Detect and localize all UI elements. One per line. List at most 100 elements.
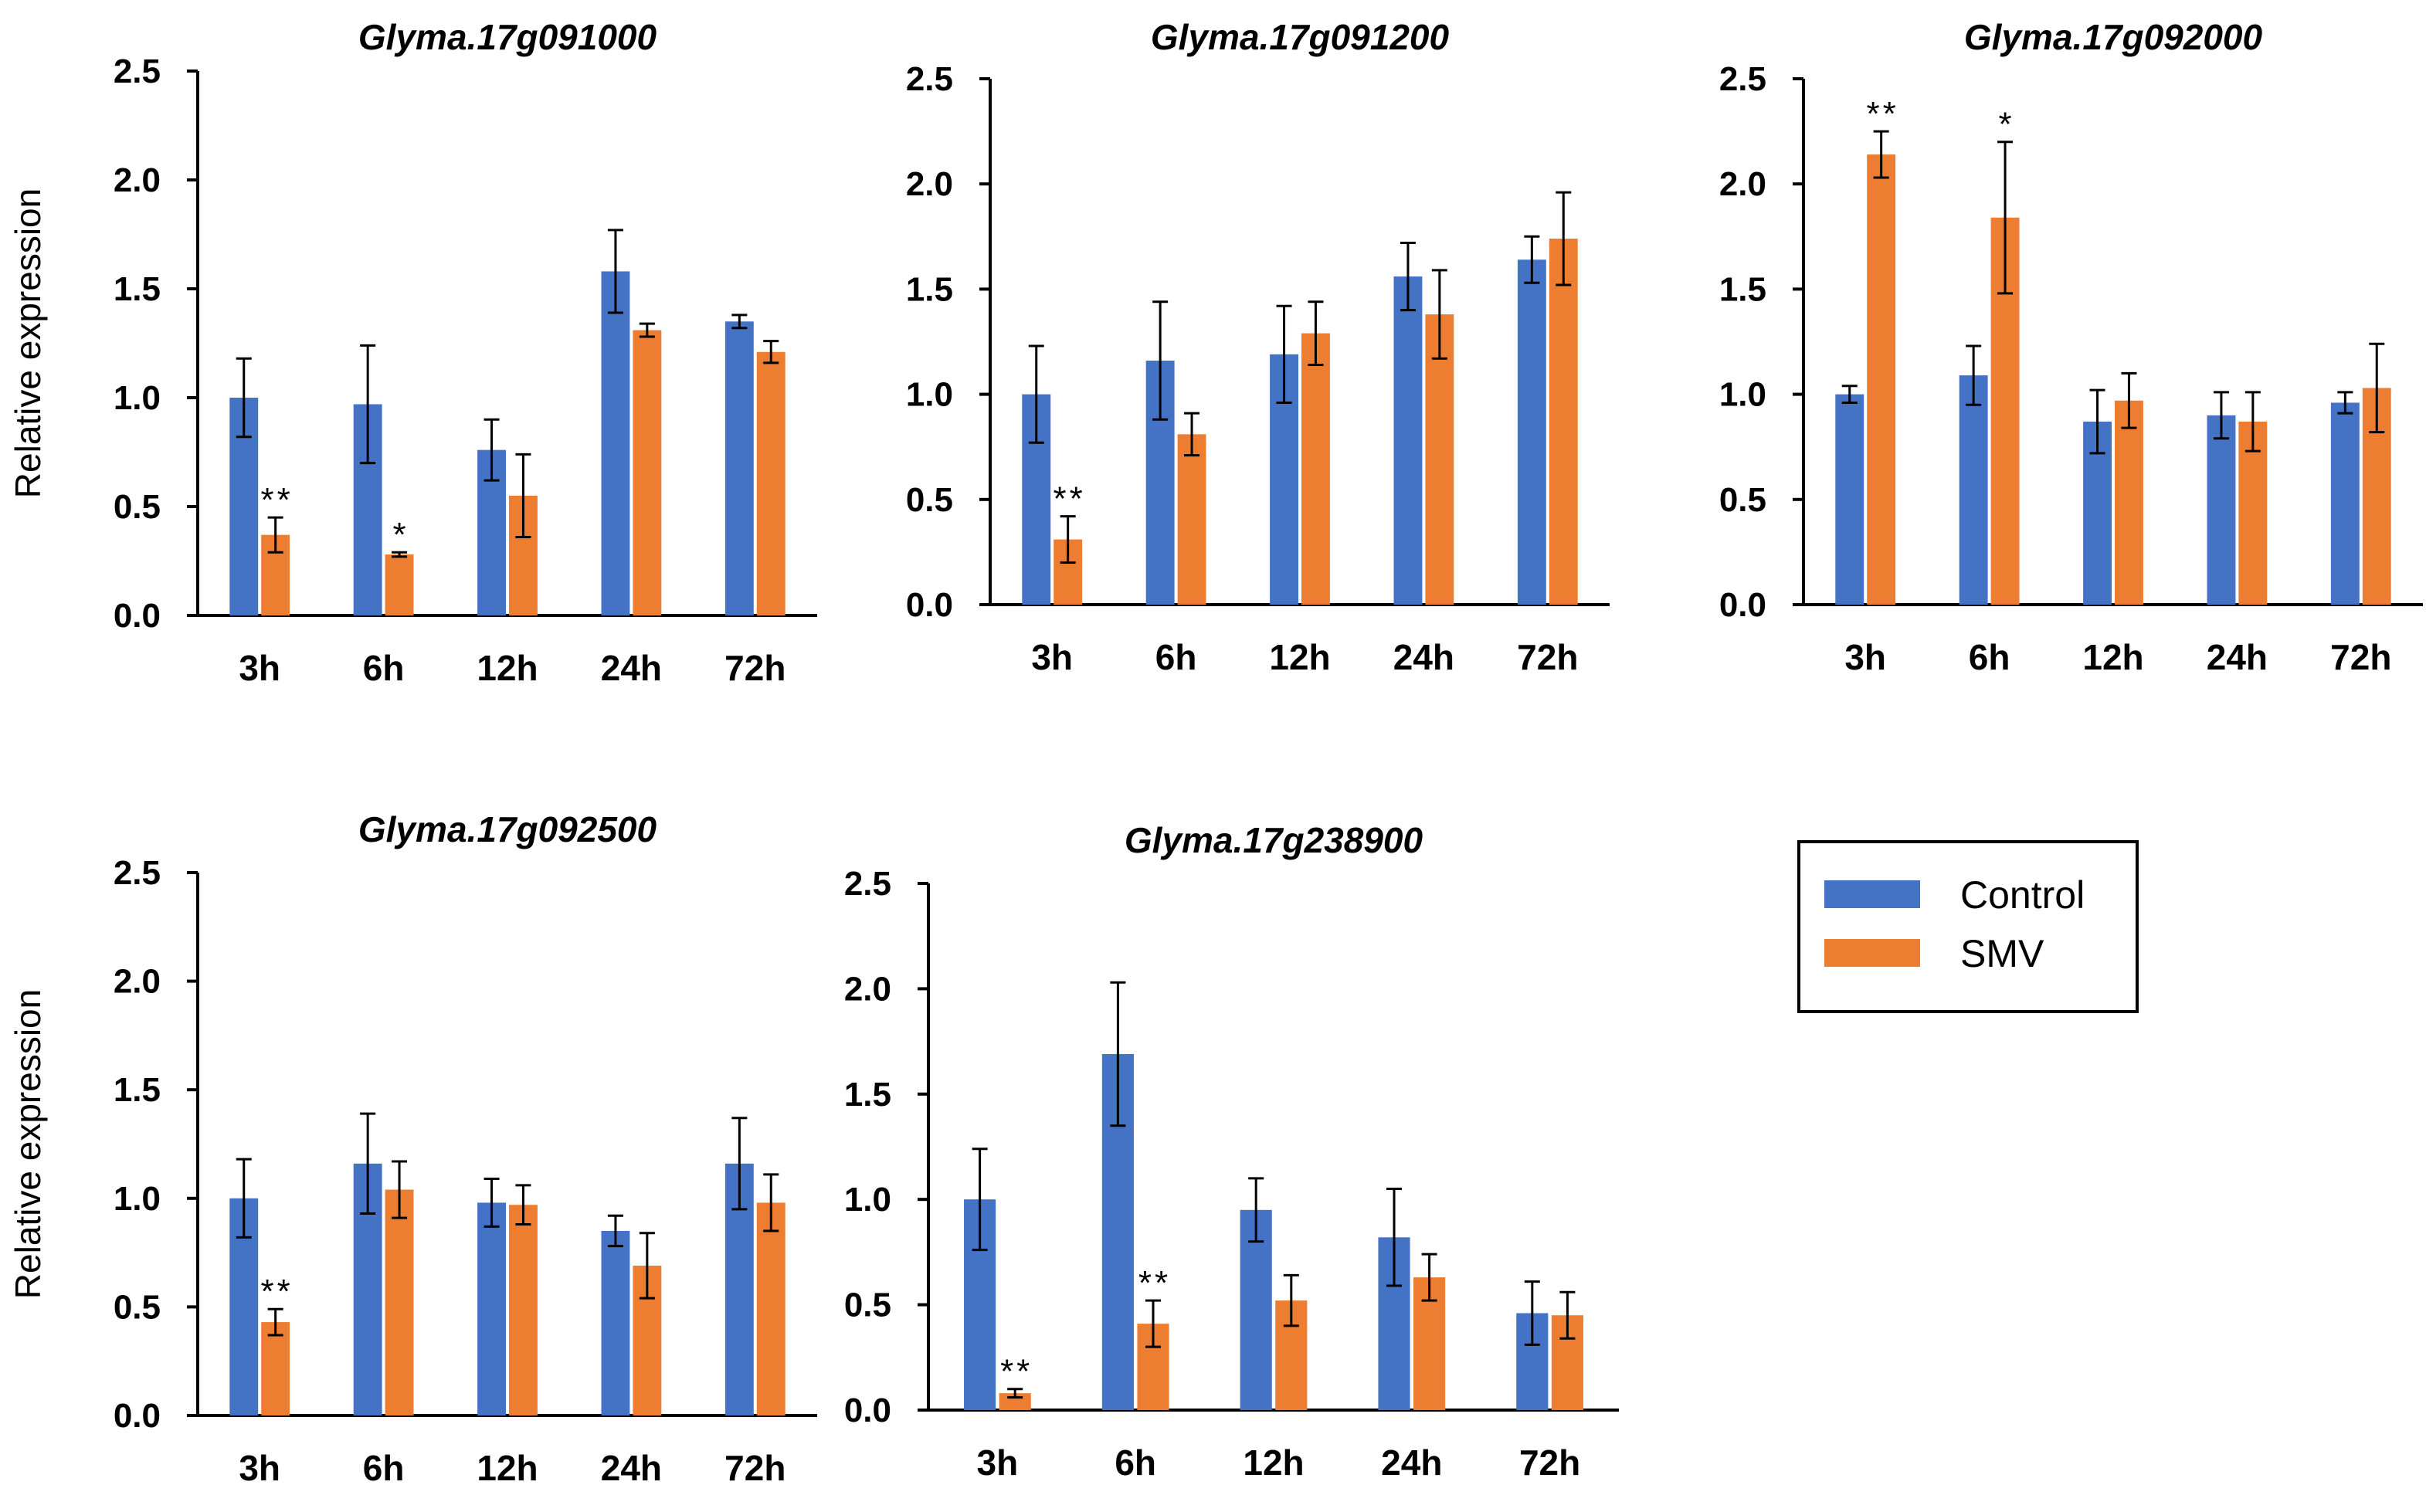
error-bar [360, 1112, 376, 1215]
x-tick-label: 3h [977, 1443, 1019, 1483]
significance-label: ** [261, 481, 293, 519]
error-bar [1248, 1177, 1264, 1243]
error-bar [1308, 300, 1324, 366]
x-tick-label: 3h [1031, 637, 1073, 677]
chart-title: Glyma.17g091200 [1151, 17, 1450, 57]
y-tick-label: 1.0 [114, 379, 161, 417]
chart-title: Glyma.17g091000 [358, 17, 657, 57]
bar-control [2207, 415, 2236, 605]
y-tick-label: 2.0 [114, 963, 161, 1001]
bar-smv [1867, 154, 1896, 605]
x-tick-label: 3h [239, 1448, 280, 1488]
significance-label: ** [1054, 480, 1086, 518]
error-bar [1145, 1299, 1161, 1348]
x-tick-label: 24h [601, 1448, 662, 1488]
x-tick-label: 6h [363, 648, 405, 688]
x-tick-label: 12h [2082, 637, 2143, 677]
error-bar [1556, 191, 1572, 286]
y-tick-label: 0.0 [906, 586, 953, 624]
x-tick-label: 72h [1519, 1443, 1580, 1483]
x-tick-label: 6h [1115, 1443, 1156, 1483]
y-tick-label: 1.0 [1719, 376, 1766, 414]
error-bar [972, 1148, 988, 1252]
error-bar [484, 418, 500, 482]
error-bar [1997, 141, 2014, 295]
y-tick-label: 2.0 [844, 970, 891, 1008]
error-bar [2369, 342, 2385, 434]
bar-control [477, 1202, 506, 1415]
bar-control [1835, 394, 1864, 605]
x-tick-label: 6h [1155, 637, 1197, 677]
error-bar [731, 314, 748, 330]
bar-smv [385, 1189, 414, 1415]
error-bar [763, 340, 779, 364]
legend-label-control: Control [1960, 873, 2085, 917]
significance-label: ** [1138, 1264, 1171, 1302]
bar-control [724, 321, 754, 615]
y-tick-label: 0.0 [1719, 586, 1766, 624]
bar-control [1959, 375, 1988, 605]
y-tick-label: 0.5 [906, 481, 953, 519]
error-bar [236, 357, 252, 439]
x-tick-label: 72h [2330, 637, 2391, 677]
significance-label: ** [1000, 1353, 1033, 1391]
x-tick-label: 24h [1393, 637, 1454, 677]
charts: Glyma.17g091000 Relative expression 0.0 0.5… [8, 17, 2423, 1488]
y-tick-label: 0.0 [114, 597, 161, 635]
chart-title: Glyma.17g238900 [1125, 820, 1423, 860]
error-bar [1028, 344, 1044, 444]
bar-smv [1177, 434, 1206, 605]
error-bar [639, 322, 655, 338]
legend-label-smv: SMV [1960, 932, 2044, 975]
legend-swatch-smv [1824, 939, 1920, 967]
y-tick-label: 2.5 [1719, 60, 1766, 98]
bar-smv [1425, 314, 1454, 605]
x-tick-label: 72h [724, 1448, 785, 1488]
x-tick-label: 3h [1844, 637, 1886, 677]
chart-panel: Glyma.17g091000 Relative expression 0.0 0.5… [8, 17, 817, 688]
x-tick-label: 12h [477, 1448, 538, 1488]
y-tick-label: 1.5 [114, 270, 161, 308]
bar-smv [261, 1322, 290, 1415]
significance-label: ** [1867, 95, 1899, 133]
chart-title: Glyma.17g092000 [1964, 17, 2263, 57]
bar-smv [999, 1393, 1031, 1410]
error-bar [1966, 344, 1982, 406]
bar-smv [2115, 400, 2143, 605]
x-tick-label: 6h [363, 1448, 405, 1488]
x-tick-label: 72h [724, 648, 785, 688]
y-tick-label: 1.5 [906, 270, 953, 308]
y-tick-label: 2.0 [114, 161, 161, 199]
y-tick-label: 1.5 [1719, 270, 1766, 308]
error-bar [607, 1214, 623, 1248]
y-tick-label: 0.5 [114, 1288, 161, 1326]
x-tick-label: 3h [239, 648, 280, 688]
y-axis-title: Relative expression [8, 188, 48, 498]
error-bar [1400, 241, 1416, 312]
error-bar [515, 1184, 531, 1226]
chart-panel: Glyma.17g238900 0.0 0.5 1.0 1.5 2.0 2.5 3h ** 6h *… [844, 820, 1619, 1483]
legend-swatch-control [1824, 880, 1920, 908]
y-tick-label: 0.5 [114, 488, 161, 526]
error-bar [1841, 385, 1858, 404]
x-tick-label: 12h [1243, 1443, 1304, 1483]
bar-smv [385, 554, 414, 615]
error-bar [1007, 1388, 1023, 1399]
chart-title: Glyma.17g092500 [358, 809, 657, 849]
error-bar [1060, 515, 1076, 564]
error-bar [2244, 391, 2261, 453]
error-bar [484, 1177, 500, 1228]
y-tick-label: 2.0 [906, 165, 953, 203]
error-bar [1524, 235, 1540, 284]
error-bar [392, 551, 408, 558]
error-bar [1431, 269, 1447, 360]
x-tick-label: 72h [1517, 637, 1578, 677]
y-tick-label: 2.5 [844, 865, 891, 903]
x-tick-label: 24h [2207, 637, 2268, 677]
y-tick-label: 2.5 [114, 854, 161, 892]
significance-label: ** [261, 1273, 293, 1310]
bar-control [1517, 259, 1546, 605]
error-bar [1184, 412, 1200, 457]
legend: Control SMV [1797, 840, 2139, 1013]
